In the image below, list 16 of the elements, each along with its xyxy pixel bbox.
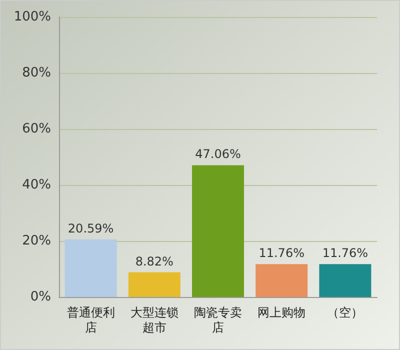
data-label: 47.06%: [195, 147, 241, 162]
data-label: 11.76%: [322, 246, 368, 260]
data-label: 8.82%: [135, 254, 174, 268]
x-tick-label: 网上购物: [258, 306, 306, 320]
x-tick-label: 陶瓷专卖店: [194, 306, 242, 334]
data-label: 20.59%: [68, 221, 114, 236]
y-tick-label: 0%: [30, 290, 51, 304]
y-tick-label: 100%: [14, 10, 51, 24]
y-tick-label: 60%: [22, 122, 51, 136]
y-tick-label: 40%: [22, 178, 51, 192]
data-label: 11.76%: [258, 246, 304, 260]
y-tick-label: 80%: [22, 66, 51, 80]
x-tick-label: 普通便利店: [66, 306, 115, 334]
x-tick-label: （空）: [327, 306, 364, 320]
x-tick-label: 大型连锁超市: [130, 306, 178, 334]
y-tick-label: 20%: [22, 234, 51, 248]
